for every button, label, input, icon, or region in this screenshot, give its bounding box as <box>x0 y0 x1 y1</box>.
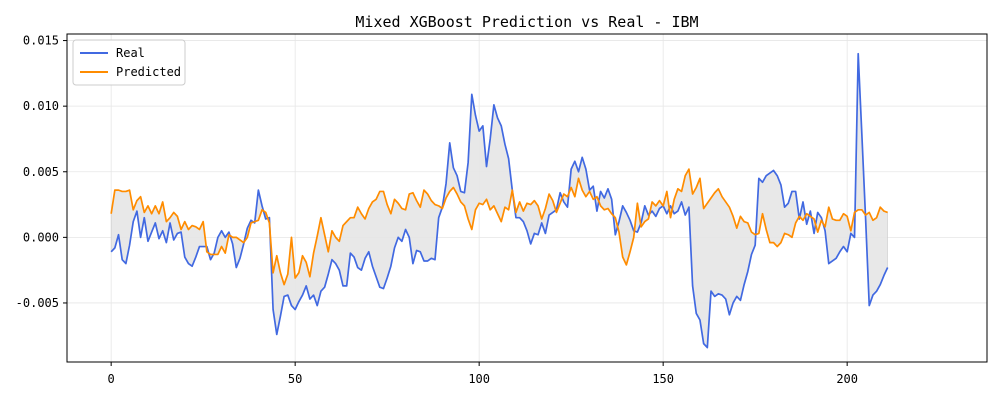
legend-label-real: Real <box>116 46 145 60</box>
legend-box <box>72 39 186 86</box>
x-tick-label: 0 <box>108 372 115 386</box>
y-tick-label: 0.000 <box>23 230 59 244</box>
y-tick-label: 0.015 <box>23 34 59 48</box>
x-axis-ticks: 0 50 100 150 200 <box>108 362 858 386</box>
y-tick-label: -0.005 <box>16 296 59 310</box>
x-tick-label: 200 <box>836 372 858 386</box>
chart-title: Mixed XGBoost Prediction vs Real - IBM <box>355 13 698 31</box>
x-tick-label: 100 <box>468 372 490 386</box>
series-line-predicted <box>110 168 888 286</box>
plot-frame <box>66 33 988 363</box>
legend: Real Predicted <box>72 39 186 86</box>
x-tick-label: 150 <box>652 372 674 386</box>
legend-label-predicted: Predicted <box>116 65 181 79</box>
y-tick-label: 0.005 <box>23 165 59 179</box>
x-tick-label: 50 <box>288 372 302 386</box>
series-lines <box>110 52 889 349</box>
y-tick-label: 0.010 <box>23 99 59 113</box>
series-line-real <box>110 52 889 349</box>
y-axis-ticks: -0.005 0.000 0.005 0.010 0.015 <box>16 34 67 310</box>
